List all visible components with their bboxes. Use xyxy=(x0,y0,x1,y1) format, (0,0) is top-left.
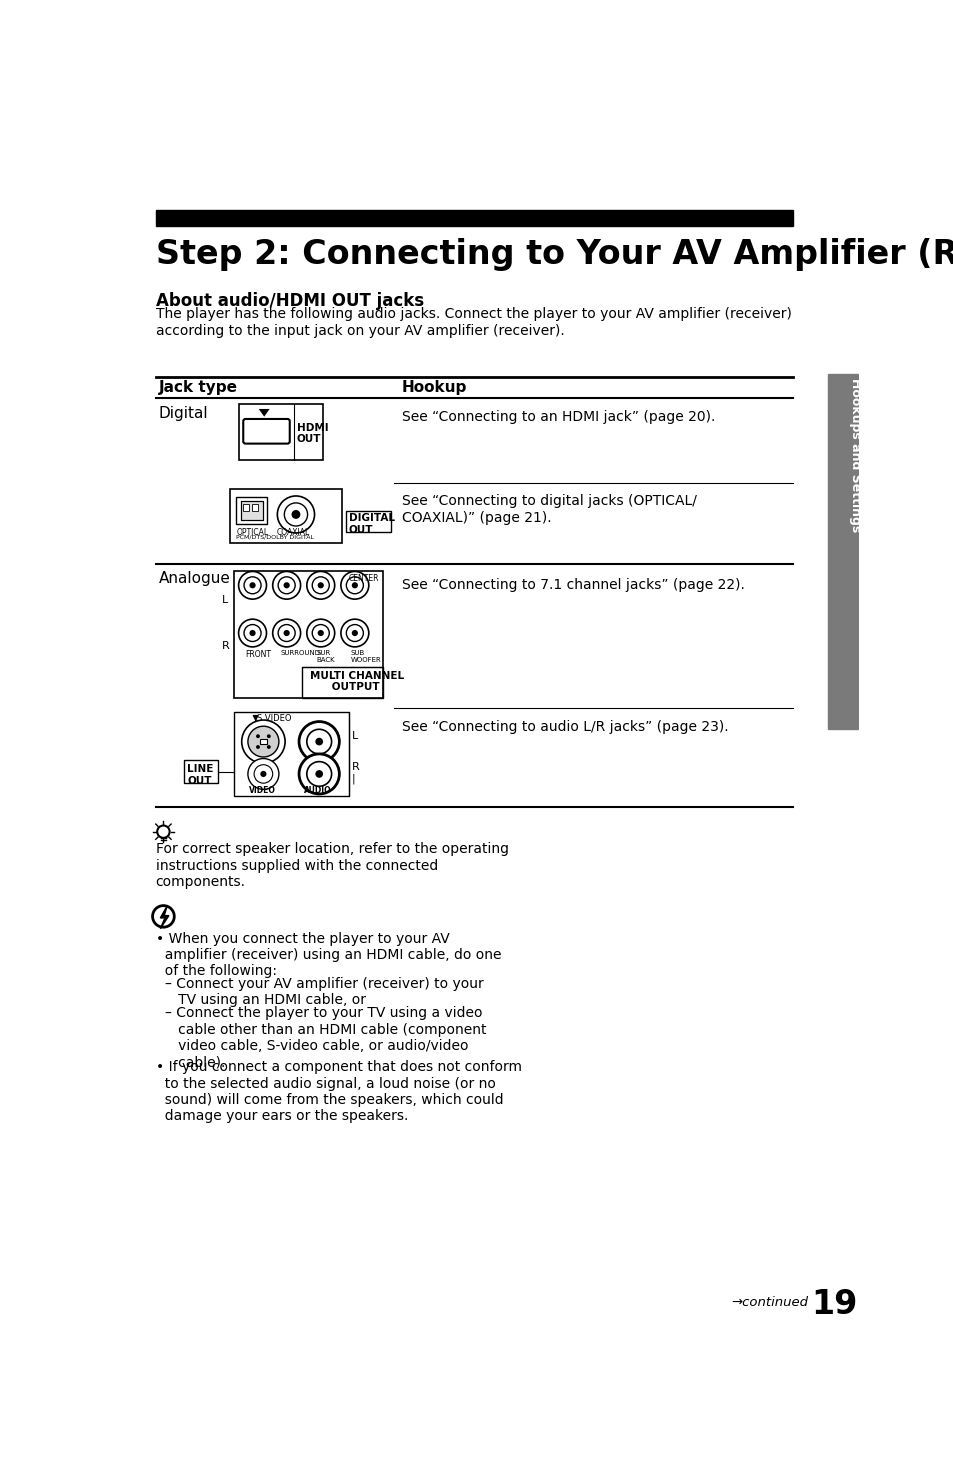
Circle shape xyxy=(249,583,255,589)
Text: • When you connect the player to your AV
  amplifier (receiver) using an HDMI ca: • When you connect the player to your AV… xyxy=(155,931,500,979)
Text: See “Connecting to audio L/R jacks” (page 23).: See “Connecting to audio L/R jacks” (pag… xyxy=(402,721,728,734)
Text: SUR
BACK: SUR BACK xyxy=(316,650,335,663)
Text: SUB
WOOFER: SUB WOOFER xyxy=(351,650,381,663)
Text: COAXIAL: COAXIAL xyxy=(276,528,310,537)
Circle shape xyxy=(244,624,261,642)
Bar xyxy=(239,405,323,460)
Text: OPTICAL: OPTICAL xyxy=(236,528,268,537)
Bar xyxy=(155,211,793,225)
Circle shape xyxy=(312,577,329,593)
Bar xyxy=(259,740,267,744)
Bar xyxy=(233,712,348,795)
Circle shape xyxy=(298,722,339,762)
Circle shape xyxy=(315,770,323,777)
Text: See “Connecting to digital jacks (OPTICAL/
COAXIAL)” (page 21).: See “Connecting to digital jacks (OPTICA… xyxy=(402,494,697,525)
Circle shape xyxy=(283,583,290,589)
Circle shape xyxy=(352,630,357,636)
Text: Hookup: Hookup xyxy=(402,381,467,396)
Text: Hookups and Settings: Hookups and Settings xyxy=(847,378,861,532)
Text: Step 2: Connecting to Your AV Amplifier (Receiver): Step 2: Connecting to Your AV Amplifier … xyxy=(155,237,953,271)
Circle shape xyxy=(249,630,255,636)
Text: – Connect the player to your TV using a video
   cable other than an HDMI cable : – Connect the player to your TV using a … xyxy=(165,1007,486,1069)
Circle shape xyxy=(284,503,307,526)
Circle shape xyxy=(244,577,261,593)
Text: LINE
OUT: LINE OUT xyxy=(187,764,213,786)
Text: →continued: →continued xyxy=(731,1296,807,1309)
Circle shape xyxy=(352,583,357,589)
Text: 19: 19 xyxy=(810,1289,857,1321)
Circle shape xyxy=(255,734,259,739)
Circle shape xyxy=(283,630,290,636)
Circle shape xyxy=(340,620,369,647)
Circle shape xyxy=(248,758,278,789)
Circle shape xyxy=(346,577,363,593)
Circle shape xyxy=(267,744,271,749)
Text: CENTER: CENTER xyxy=(348,574,378,583)
Bar xyxy=(243,504,249,512)
Circle shape xyxy=(273,571,300,599)
Circle shape xyxy=(260,771,266,777)
Text: L: L xyxy=(221,595,228,605)
Bar xyxy=(252,504,257,512)
Bar xyxy=(346,510,391,532)
Circle shape xyxy=(317,583,323,589)
Circle shape xyxy=(255,744,259,749)
Circle shape xyxy=(278,624,294,642)
Bar xyxy=(183,761,218,783)
Text: See “Connecting to an HDMI jack” (page 20).: See “Connecting to an HDMI jack” (page 2… xyxy=(402,409,715,424)
Text: S VIDEO: S VIDEO xyxy=(257,713,292,722)
Text: SURROUND: SURROUND xyxy=(280,650,320,655)
Circle shape xyxy=(248,727,278,756)
Text: FRONT: FRONT xyxy=(245,650,271,658)
Text: Analogue: Analogue xyxy=(158,571,231,586)
Text: PCM/DTS/DOLBY DIGITAL: PCM/DTS/DOLBY DIGITAL xyxy=(236,534,314,540)
Text: See “Connecting to 7.1 channel jacks” (page 22).: See “Connecting to 7.1 channel jacks” (p… xyxy=(402,577,744,592)
FancyBboxPatch shape xyxy=(243,420,290,443)
Text: – Connect your AV amplifier (receiver) to your
   TV using an HDMI cable, or: – Connect your AV amplifier (receiver) t… xyxy=(165,977,483,1007)
Bar xyxy=(241,501,262,521)
Circle shape xyxy=(238,571,266,599)
Circle shape xyxy=(307,571,335,599)
Polygon shape xyxy=(258,409,270,417)
Bar xyxy=(230,489,342,543)
Text: Jack type: Jack type xyxy=(158,381,237,396)
Bar xyxy=(827,374,857,728)
Text: • If you connect a component that does not conform
  to the selected audio signa: • If you connect a component that does n… xyxy=(155,1060,521,1123)
Circle shape xyxy=(307,762,332,786)
Circle shape xyxy=(317,630,323,636)
Circle shape xyxy=(253,765,273,783)
Text: DIGITAL
OUT: DIGITAL OUT xyxy=(348,513,395,534)
Circle shape xyxy=(307,730,332,753)
Text: AUDIO: AUDIO xyxy=(303,786,331,795)
Bar xyxy=(233,571,382,698)
Text: For correct speaker location, refer to the operating
instructions supplied with : For correct speaker location, refer to t… xyxy=(155,842,508,888)
Circle shape xyxy=(298,753,339,793)
Circle shape xyxy=(241,721,285,764)
Text: MULTI CHANNEL
      OUTPUT: MULTI CHANNEL OUTPUT xyxy=(310,670,404,693)
Circle shape xyxy=(292,510,299,518)
Text: The player has the following audio jacks. Connect the player to your AV amplifie: The player has the following audio jacks… xyxy=(155,307,791,338)
Bar xyxy=(302,667,382,698)
Circle shape xyxy=(238,620,266,647)
Circle shape xyxy=(307,620,335,647)
Text: R: R xyxy=(221,641,229,651)
Circle shape xyxy=(315,737,323,746)
Circle shape xyxy=(312,624,329,642)
Circle shape xyxy=(346,624,363,642)
Polygon shape xyxy=(160,906,169,928)
Text: Digital: Digital xyxy=(158,406,208,421)
Bar xyxy=(241,501,262,521)
Text: About audio/HDMI OUT jacks: About audio/HDMI OUT jacks xyxy=(155,292,423,310)
Bar xyxy=(236,497,267,525)
Circle shape xyxy=(278,577,294,593)
Circle shape xyxy=(277,495,314,532)
Text: R
|: R | xyxy=(352,762,359,785)
Circle shape xyxy=(273,620,300,647)
Circle shape xyxy=(267,734,271,739)
Text: VIDEO: VIDEO xyxy=(249,786,276,795)
Text: L: L xyxy=(352,731,357,742)
Circle shape xyxy=(340,571,369,599)
Text: HDMI
OUT: HDMI OUT xyxy=(296,423,328,445)
